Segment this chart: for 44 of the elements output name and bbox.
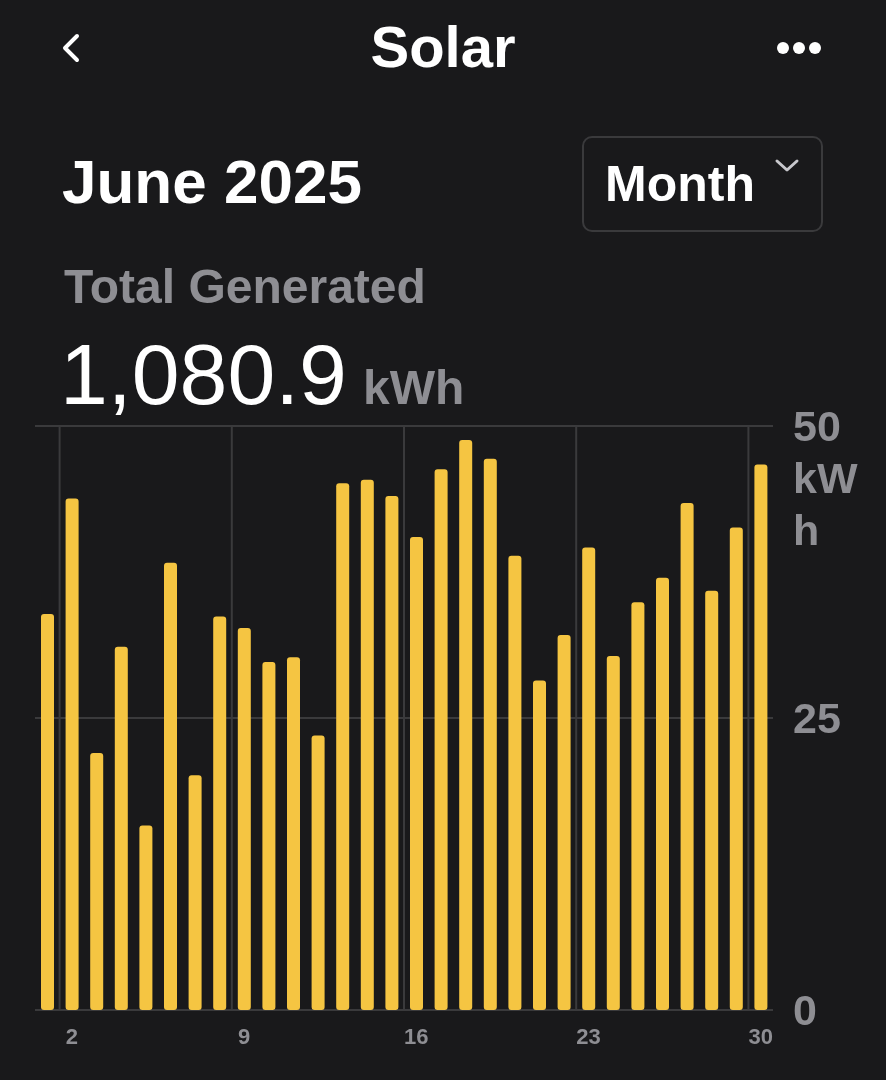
- bar: [336, 483, 350, 1010]
- text: Total Generated: [64, 260, 426, 313]
- text: Month: [605, 156, 755, 212]
- bar: [705, 590, 719, 1010]
- bar: [237, 628, 251, 1010]
- x-tick-label: 9: [237, 1023, 251, 1049]
- bar: [434, 469, 448, 1010]
- bar: [164, 562, 177, 1010]
- bar: [114, 646, 128, 1010]
- bar: [729, 527, 743, 1010]
- bar: [606, 656, 620, 1010]
- bar: [360, 479, 374, 1010]
- x-tick-label: 30: [748, 1023, 773, 1049]
- chart-subtitle: June 2025: [62, 147, 362, 216]
- bar: [262, 661, 276, 1010]
- bar: [90, 753, 104, 1010]
- bar: [385, 496, 399, 1010]
- bar: [287, 657, 300, 1010]
- bar: [483, 458, 497, 1010]
- bar: [459, 440, 473, 1010]
- x-tick-label: 2: [65, 1023, 79, 1049]
- bar: [311, 735, 325, 1010]
- bar: [582, 547, 596, 1010]
- bar: [139, 825, 153, 1010]
- bar: [557, 635, 571, 1010]
- bar: [533, 680, 546, 1010]
- y-tick-label: 25: [793, 694, 841, 743]
- bar: [41, 614, 54, 1010]
- bar: [680, 503, 694, 1010]
- bar: [65, 498, 79, 1010]
- text: 1,080.9 kWh: [60, 326, 465, 422]
- bar: [754, 464, 768, 1010]
- x-tick-label: 23: [576, 1023, 601, 1049]
- y-tick-label: 0: [793, 986, 817, 1035]
- y-axis-title: kWh: [793, 453, 859, 556]
- x-tick-label: 16: [404, 1023, 429, 1049]
- bar: [213, 616, 227, 1010]
- bar: [631, 602, 645, 1010]
- chart-title: Solar: [370, 14, 516, 79]
- bar: [410, 536, 423, 1010]
- bar: [508, 555, 522, 1010]
- bar: [656, 577, 669, 1010]
- y-tick-label: 50: [793, 402, 841, 451]
- bar: [188, 775, 202, 1010]
